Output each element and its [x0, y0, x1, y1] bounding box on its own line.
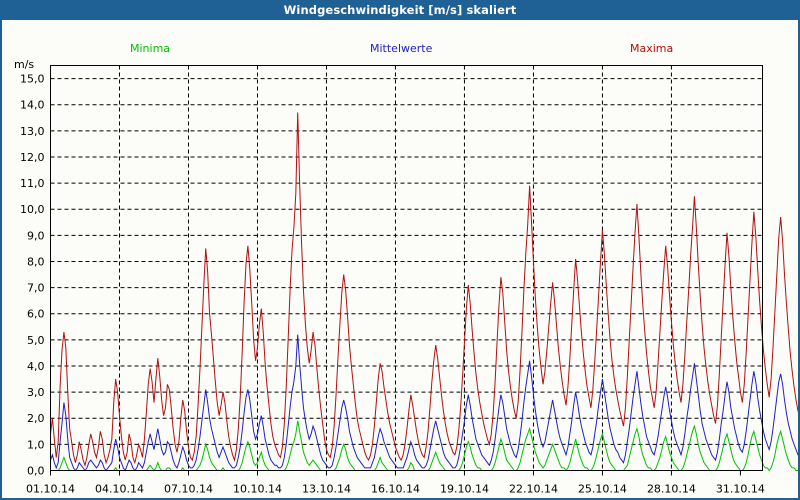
- legend-item-mittelwerte: Mittelwerte: [370, 42, 433, 55]
- y-axis-tick-labels: 0,0 1,0 2,0 3,0 4,0 5,0 6,0 7,0 8,0 9,0 10,0 11,0 12…: [20, 73, 45, 478]
- x-tick-label: 19.10.14: [440, 483, 489, 496]
- x-tick-label: 07.10.14: [164, 483, 213, 496]
- y-tick-label: 1,0: [27, 438, 45, 451]
- y-tick-label: 4,0: [27, 360, 45, 373]
- x-tick-label: 22.10.14: [509, 483, 558, 496]
- x-tick-label: 28.10.14: [647, 483, 696, 496]
- y-tick-label: 11,0: [20, 177, 45, 190]
- y-tick-label: 0,0: [27, 465, 45, 478]
- y-axis-unit-label: m/s: [14, 58, 35, 71]
- grid-lines: [50, 65, 763, 476]
- chart-area: Minima Mittelwerte Maxima m/s 0,0 1,0 2,0 3…: [2, 20, 798, 498]
- y-tick-label: 7,0: [27, 282, 45, 295]
- legend-item-maxima: Maxima: [630, 42, 674, 55]
- series-line-maxima: [50, 112, 798, 467]
- y-tick-label: 6,0: [27, 308, 45, 321]
- y-tick-label: 9,0: [27, 229, 45, 242]
- x-tick-label: 10.10.14: [233, 483, 282, 496]
- x-tick-label: 25.10.14: [578, 483, 627, 496]
- y-tick-label: 10,0: [20, 203, 45, 216]
- y-tick-label: 2,0: [27, 412, 45, 425]
- x-tick-label: 01.10.14: [26, 483, 75, 496]
- chart-legend: Minima Mittelwerte Maxima: [2, 42, 798, 58]
- y-tick-label: 3,0: [27, 386, 45, 399]
- x-tick-label: 13.10.14: [302, 483, 351, 496]
- y-tick-label: 8,0: [27, 255, 45, 268]
- legend-item-minima: Minima: [130, 42, 171, 55]
- wind-speed-plot: 0,0 1,0 2,0 3,0 4,0 5,0 6,0 7,0 8,0 9,0 10,0 11,0 12…: [20, 65, 798, 496]
- y-tick-label: 13,0: [20, 125, 45, 138]
- plot-frame: [50, 65, 763, 471]
- y-tick-label: 5,0: [27, 334, 45, 347]
- series-line-mittelwerte: [50, 334, 798, 472]
- y-tick-label: 15,0: [20, 73, 45, 86]
- x-tick-label: 04.10.14: [95, 483, 144, 496]
- window-title: Windgeschwindigkeit [m/s] skaliert: [283, 3, 517, 17]
- window-titlebar: Windgeschwindigkeit [m/s] skaliert: [2, 0, 798, 20]
- x-axis-tick-labels: 01.10.14 04.10.14 07.10.14 10.10.14 13.10.14…: [26, 483, 765, 496]
- y-tick-label: 12,0: [20, 151, 45, 164]
- y-tick-label: 14,0: [20, 99, 45, 112]
- x-tick-label: 31.10.14: [716, 483, 765, 496]
- x-tick-label: 16.10.14: [371, 483, 420, 496]
